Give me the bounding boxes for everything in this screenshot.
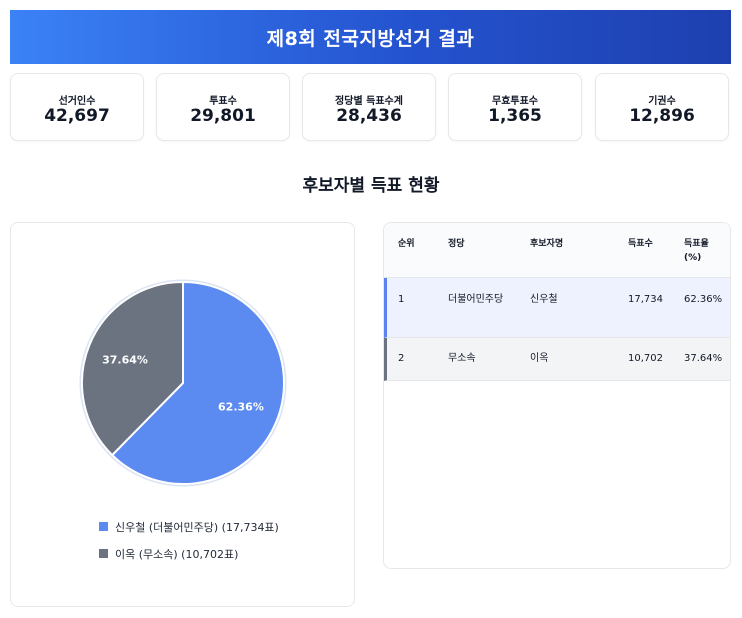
cell-rate: 37.64%: [684, 353, 723, 364]
results-table: 순위 정당 후보자명 득표수 득표율 (%) 1 더불어민주당 신우철 17,7…: [383, 222, 731, 569]
column-header-party: 정당: [448, 239, 465, 249]
stat-value: 1,365: [488, 106, 542, 126]
pie-slice[interactable]: [110, 280, 285, 485]
section-title: 후보자별 득표 현황: [302, 176, 440, 196]
chart-legend: 신우철 (더불어민주당) (17,734표) 이옥 (무소속) (10,702표…: [99, 513, 279, 567]
pie-slice[interactable]: [81, 280, 184, 457]
stat-value: 42,697: [44, 106, 110, 126]
legend-label: 신우철 (더불어민주당) (17,734표): [115, 520, 279, 534]
page-title: 제8회 전국지방선거 결과: [266, 27, 475, 50]
stat-label: 무효투표수: [492, 96, 538, 107]
page-header: 제8회 전국지방선거 결과: [10, 10, 731, 64]
cell-party: 무소속: [448, 353, 476, 364]
column-header-votes: 득표수: [628, 239, 653, 249]
cell-party: 더불어민주당: [448, 294, 504, 305]
pie-chart-card: 62.36% 37.64% 신우철 (더불어민주당) (17,734표) 이옥 (…: [10, 222, 355, 607]
cell-rate: 62.36%: [684, 294, 723, 305]
column-header-candidate: 후보자명: [530, 239, 564, 249]
stat-value: 12,896: [629, 106, 695, 126]
cell-votes: 10,702: [628, 353, 663, 364]
stat-value: 28,436: [336, 106, 402, 126]
cell-candidate: 이옥: [530, 353, 549, 364]
legend-swatch-icon: [99, 549, 108, 558]
stats-row: 선거인수 42,697 투표수 29,801 정당별 득표수계 28,436 무…: [10, 73, 731, 143]
cell-votes: 17,734: [628, 294, 663, 305]
table-row[interactable]: 2 무소속 이옥 10,702 37.64%: [384, 338, 730, 381]
stat-card-invalid: 무효투표수 1,365: [448, 73, 582, 141]
stat-card-votes: 투표수 29,801: [156, 73, 290, 141]
cell-rank: 1: [398, 294, 405, 305]
column-header-rank: 순위: [398, 239, 415, 249]
legend-item[interactable]: 신우철 (더불어민주당) (17,734표): [99, 513, 279, 540]
stat-label: 기권수: [648, 96, 676, 107]
stat-card-electors: 선거인수 42,697: [10, 73, 144, 141]
cell-candidate: 신우철: [530, 294, 558, 305]
legend-label: 이옥 (무소속) (10,702표): [115, 547, 239, 561]
slice-data-label: 62.36%: [218, 401, 264, 414]
legend-item[interactable]: 이옥 (무소속) (10,702표): [99, 540, 279, 567]
slice-data-label: 37.64%: [102, 353, 148, 366]
pie-chart: 62.36% 37.64%: [79, 279, 287, 487]
stat-label: 투표수: [209, 96, 237, 107]
stat-card-abstain: 기권수 12,896: [595, 73, 729, 141]
cell-rank: 2: [398, 353, 405, 364]
column-header-rate: 득표율 (%): [684, 239, 709, 263]
stat-card-party-total: 정당별 득표수계 28,436: [302, 73, 436, 141]
legend-swatch-icon: [99, 522, 108, 531]
table-header: 순위 정당 후보자명 득표수 득표율 (%): [384, 223, 730, 278]
stat-value: 29,801: [190, 106, 256, 126]
table-row[interactable]: 1 더불어민주당 신우철 17,734 62.36%: [384, 278, 730, 338]
stat-label: 선거인수: [58, 96, 96, 107]
stat-label: 정당별 득표수계: [335, 96, 403, 107]
